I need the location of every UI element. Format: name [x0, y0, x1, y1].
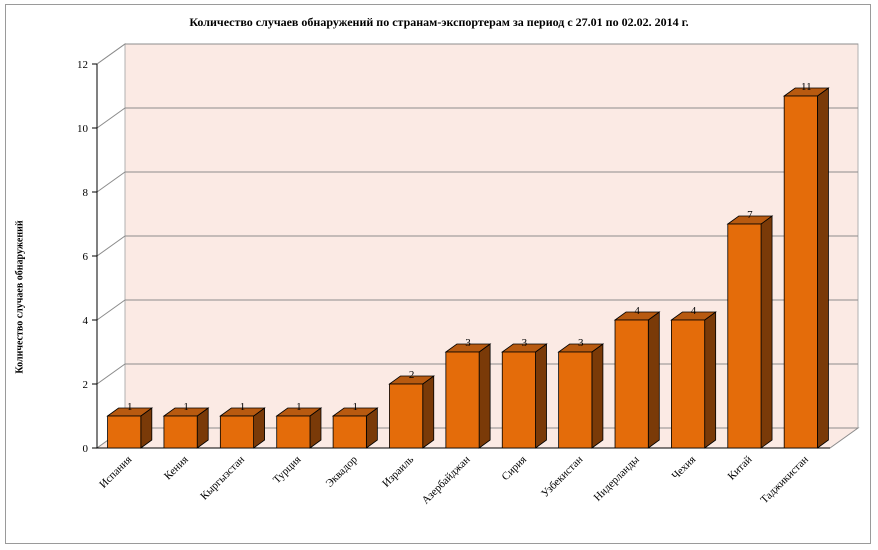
data-label: 7 — [747, 209, 753, 221]
bar — [107, 415, 142, 449]
data-label: 1 — [352, 401, 358, 413]
y-tick-label: 0 — [83, 443, 89, 455]
category-label: Таджикистан — [758, 454, 811, 507]
bar — [501, 351, 536, 449]
data-label: 4 — [691, 305, 697, 317]
y-tick-label: 2 — [83, 379, 89, 391]
bar — [671, 319, 706, 449]
gridline — [96, 43, 858, 65]
category-label: Израиль — [380, 454, 416, 490]
gridline — [96, 235, 858, 257]
data-label: 4 — [634, 305, 640, 317]
bar-side — [478, 343, 491, 449]
category-label: Китай — [726, 454, 755, 483]
data-label: 1 — [296, 401, 302, 413]
bar — [332, 415, 367, 449]
category-label: Кения — [162, 454, 191, 483]
data-label: 1 — [127, 401, 133, 413]
bar-side — [535, 343, 547, 449]
y-tick-label: 10 — [77, 123, 89, 135]
gridline — [96, 107, 858, 129]
category-label: Чехия — [670, 454, 699, 483]
bar — [558, 351, 593, 449]
bar — [389, 383, 424, 449]
data-label: 11 — [801, 81, 812, 93]
gridline — [96, 171, 858, 193]
y-tick-label: 4 — [83, 315, 89, 327]
bar — [163, 415, 198, 449]
data-label: 1 — [183, 401, 189, 413]
y-tick-label: 8 — [83, 187, 89, 199]
bar — [445, 351, 480, 449]
bar-side — [817, 87, 829, 449]
bar — [783, 95, 818, 449]
category-label: Нидерланды — [592, 453, 643, 504]
y-tick-label: 12 — [77, 59, 88, 71]
chart-title: Количество случаев обнаружений по страна… — [189, 15, 689, 29]
category-label: Эквадор — [324, 453, 361, 490]
bar — [219, 415, 254, 449]
data-label: 2 — [409, 369, 415, 381]
bar-side — [704, 311, 717, 449]
category-label: Турция — [271, 454, 304, 487]
category-label: Азербайджан — [420, 454, 473, 507]
category-label: Кыргызстан — [198, 454, 247, 503]
bar-side — [647, 311, 660, 449]
bar-side — [422, 375, 435, 449]
bar-side — [760, 215, 773, 449]
bar — [727, 223, 762, 449]
bar — [276, 415, 311, 449]
gridline — [96, 299, 858, 321]
category-label: Испания — [97, 454, 134, 491]
gridline — [96, 363, 858, 385]
category-label: Узбекистан — [539, 454, 585, 500]
bar-side — [591, 343, 604, 449]
data-label: 3 — [522, 337, 528, 349]
data-label: 1 — [240, 401, 246, 413]
data-label: 3 — [465, 337, 471, 349]
category-label: Сирия — [500, 454, 529, 483]
data-label: 3 — [578, 337, 584, 349]
bar — [614, 319, 649, 449]
y-tick-label: 6 — [83, 251, 89, 263]
